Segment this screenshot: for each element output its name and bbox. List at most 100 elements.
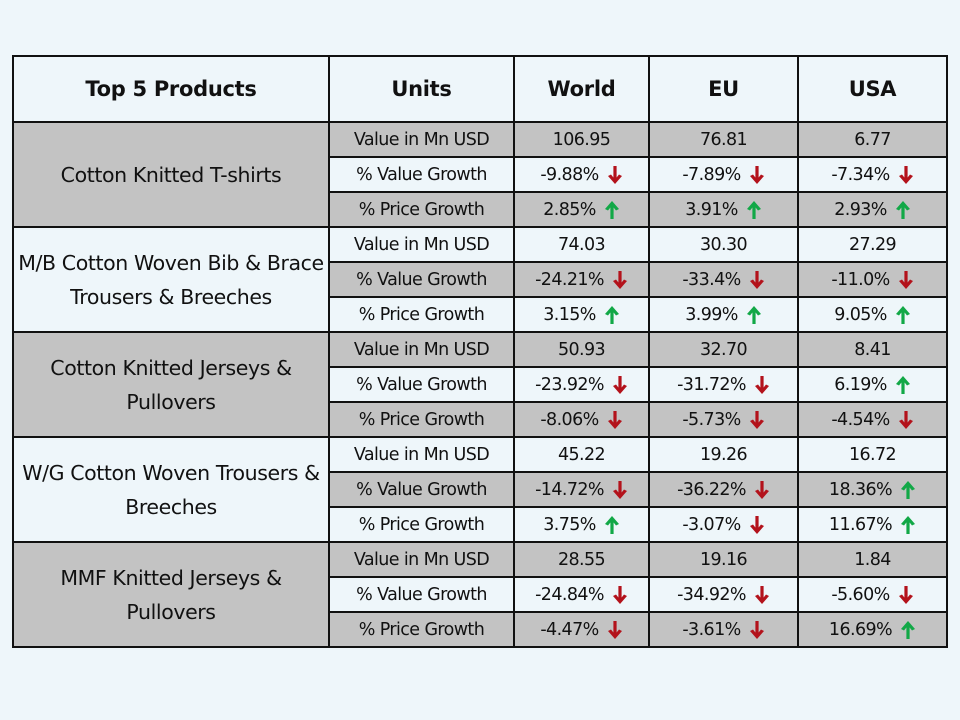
value-cell-world: 106.95: [513, 121, 650, 158]
unit-label: % Value Growth: [328, 261, 515, 298]
value-cell-usa: 1.84: [797, 541, 948, 578]
value-cell-world: -24.21%: [513, 261, 650, 298]
table-row: % Price Growth -4.47% -3.61% 16.69%: [13, 611, 948, 648]
value-text: 2.93%: [834, 199, 887, 220]
arrow-up-icon: [604, 200, 619, 219]
value-cell-eu: -31.72%: [648, 366, 799, 403]
value-cell-eu: 3.99%: [648, 296, 799, 333]
arrow-down-icon: [607, 620, 622, 639]
table-row: % Price Growth -8.06% -5.73% -4.54%: [13, 401, 948, 438]
arrow-down-icon: [612, 585, 627, 604]
value-cell-world: -23.92%: [513, 366, 650, 403]
unit-label: % Price Growth: [328, 611, 515, 648]
value-text: -36.22%: [677, 479, 746, 500]
value-text: -7.89%: [682, 164, 741, 185]
value-cell-world: 3.15%: [513, 296, 650, 333]
value-cell-usa: -4.54%: [797, 401, 948, 438]
product-name: Cotton Knitted T-shirts: [12, 121, 330, 228]
arrow-up-icon: [901, 480, 916, 499]
table-row: % Value Growth -9.88% -7.89% -7.34%: [13, 156, 948, 193]
unit-label: % Value Growth: [328, 156, 515, 193]
value-text: 74.03: [557, 234, 606, 255]
value-cell-eu: 76.81: [648, 121, 799, 158]
header-eu: EU: [648, 55, 799, 123]
table-row: % Value Growth -14.72% -36.22% 18.36%: [13, 471, 948, 508]
arrow-up-icon: [895, 375, 910, 394]
arrow-down-icon: [898, 585, 913, 604]
unit-label: Value in Mn USD: [328, 436, 515, 473]
value-text: 50.93: [557, 339, 606, 360]
arrow-down-icon: [749, 410, 764, 429]
product-name: MMF Knitted Jerseys & Pullovers: [12, 541, 330, 648]
arrow-up-icon: [895, 200, 910, 219]
value-text: -5.73%: [682, 409, 741, 430]
value-text: 28.55: [557, 549, 606, 570]
table-row: W/G Cotton Woven Trousers & Breeches Valu…: [12, 436, 948, 543]
value-cell-eu: 30.30: [648, 226, 799, 263]
value-text: -7.34%: [831, 164, 890, 185]
value-cell-eu: -36.22%: [648, 471, 799, 508]
value-cell-world: -14.72%: [513, 471, 650, 508]
value-text: 32.70: [699, 339, 748, 360]
value-text: 1.84: [854, 549, 891, 570]
value-text: 3.75%: [543, 514, 596, 535]
arrow-down-icon: [749, 165, 764, 184]
value-text: 45.22: [557, 444, 606, 465]
header-units: Units: [328, 55, 515, 123]
value-text: 106.95: [552, 129, 611, 150]
arrow-down-icon: [607, 410, 622, 429]
value-text: -11.0%: [831, 269, 890, 290]
value-cell-eu: 32.70: [648, 331, 799, 368]
value-cell-usa: 16.72: [797, 436, 948, 473]
value-cell-eu: -3.07%: [648, 506, 799, 543]
value-cell-usa: 27.29: [797, 226, 948, 263]
value-cell-world: -8.06%: [513, 401, 650, 438]
value-text: -3.61%: [682, 619, 741, 640]
unit-label: % Price Growth: [328, 296, 515, 333]
value-cell-usa: -7.34%: [797, 156, 948, 193]
arrow-up-icon: [895, 305, 910, 324]
value-text: 30.30: [699, 234, 748, 255]
arrow-down-icon: [749, 515, 764, 534]
value-cell-world: 74.03: [513, 226, 650, 263]
header-products: Top 5 Products: [12, 55, 330, 123]
unit-label: Value in Mn USD: [328, 226, 515, 263]
product-name: M/B Cotton Woven Bib & Brace Trousers & …: [12, 226, 330, 333]
value-cell-world: -9.88%: [513, 156, 650, 193]
value-text: 3.99%: [685, 304, 738, 325]
value-cell-world: 45.22: [513, 436, 650, 473]
table-row: MMF Knitted Jerseys & Pullovers Value in …: [12, 541, 948, 648]
header-usa: USA: [797, 55, 948, 123]
value-text: 16.72: [848, 444, 897, 465]
unit-label: % Value Growth: [328, 471, 515, 508]
value-text: -4.54%: [831, 409, 890, 430]
value-cell-eu: -3.61%: [648, 611, 799, 648]
product-name: Cotton Knitted Jerseys & Pullovers: [12, 331, 330, 438]
arrow-down-icon: [749, 270, 764, 289]
unit-label: % Price Growth: [328, 401, 515, 438]
value-cell-eu: -34.92%: [648, 576, 799, 613]
value-cell-usa: 2.93%: [797, 191, 948, 228]
value-cell-world: 28.55: [513, 541, 650, 578]
value-cell-usa: 6.19%: [797, 366, 948, 403]
table-row: Cotton Knitted Jerseys & Pullovers Value …: [12, 331, 948, 438]
value-text: 6.19%: [834, 374, 887, 395]
value-text: 8.41: [854, 339, 891, 360]
value-cell-usa: -11.0%: [797, 261, 948, 298]
header-row: Top 5 Products Units World EU USA: [12, 55, 948, 123]
value-cell-usa: 8.41: [797, 331, 948, 368]
unit-label: % Price Growth: [328, 191, 515, 228]
products-table: Top 5 Products Units World EU USA Cotton…: [12, 55, 948, 648]
arrow-down-icon: [898, 165, 913, 184]
value-text: 3.15%: [543, 304, 596, 325]
value-text: 16.69%: [828, 619, 893, 640]
arrow-down-icon: [754, 480, 769, 499]
arrow-down-icon: [898, 410, 913, 429]
value-text: 11.67%: [828, 514, 893, 535]
value-cell-usa: 6.77: [797, 121, 948, 158]
value-cell-eu: 19.16: [648, 541, 799, 578]
value-cell-eu: -7.89%: [648, 156, 799, 193]
table-row: % Value Growth -23.92% -31.72% 6.19%: [13, 366, 948, 403]
arrow-down-icon: [754, 585, 769, 604]
header-world: World: [513, 55, 650, 123]
